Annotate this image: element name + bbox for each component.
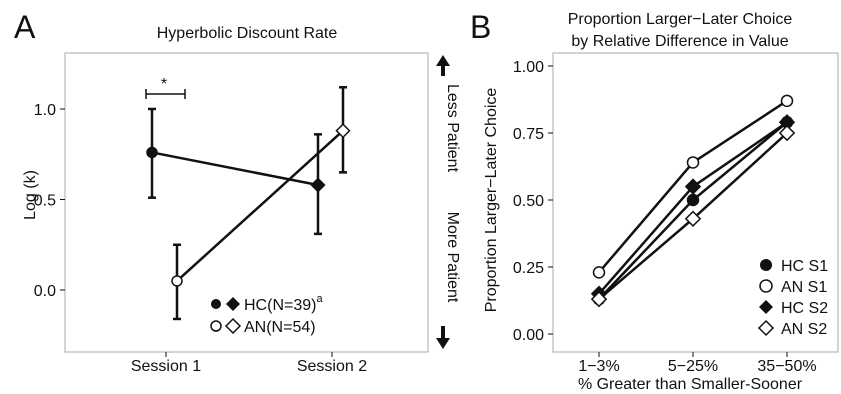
panel-b-data-point <box>592 266 606 279</box>
less-patient-label: Less Patient <box>444 84 461 173</box>
legend-hc-label: HC(N=39)a <box>244 293 323 314</box>
panel-a-data-point <box>310 177 326 193</box>
panel-a-plot-area <box>64 52 429 353</box>
less-patient-annotation: Less Patient <box>436 55 461 173</box>
legend-hc-s1-icon <box>760 259 772 271</box>
panel-b-data-point <box>778 124 796 142</box>
panel-b-legend: HC S1 AN S1 HC S2 AN S2 <box>757 258 828 338</box>
panel-b-data-point <box>686 193 700 207</box>
panel-a-y-axis-label: Log (k) <box>22 170 39 220</box>
panel-b-y-tick-label: 0.00 <box>513 327 544 344</box>
legend-an-s1-icon <box>759 279 773 293</box>
significance-star: * <box>161 76 167 93</box>
panel-b-x-tick-label: 1−3% <box>578 358 619 375</box>
panel-a-x-tick-label: Session 1 <box>131 358 201 375</box>
panel-b-plot-area <box>552 52 839 353</box>
panel-a-data-point <box>335 123 351 139</box>
more-patient-annotation: More Patient <box>436 212 461 349</box>
panel-a-y-tick-label: 0.5 <box>34 193 56 210</box>
panel-a-data-layer: 0.0 0.5 1.0 Session 1 Session 2 <box>34 86 367 375</box>
panel-a-data-point <box>146 146 158 159</box>
panel-b-x-axis-label: % Greater than Smaller-Sooner <box>578 376 803 393</box>
legend-hc-s1-label: HC S1 <box>781 258 828 275</box>
panel-b-data-point <box>684 210 702 227</box>
panel-b-x-tick-label: 35−50% <box>757 358 816 375</box>
legend-hc-s2-icon <box>759 300 773 314</box>
panel-a-data-point <box>171 275 183 287</box>
panel-a-series-line <box>176 129 344 282</box>
legend-hc-circle-icon <box>211 299 221 309</box>
down-arrow-icon <box>436 326 450 349</box>
panel-b-data-point <box>590 290 608 308</box>
more-patient-label: More Patient <box>444 212 461 303</box>
panel-a-letter: A <box>14 9 36 45</box>
legend-an-diamond-icon <box>224 317 242 335</box>
up-arrow-icon <box>436 55 450 76</box>
panel-b-y-tick-label: 0.50 <box>513 193 544 210</box>
panel-b-data-layer: 0.00 0.25 0.50 0.75 1.00 1−3% 5−25% 35−50% <box>513 59 817 375</box>
legend-hc-diamond-icon <box>226 297 240 311</box>
legend-an-circle-icon <box>210 320 222 332</box>
panel-b-data-point <box>686 156 700 169</box>
panel-b-data-point <box>780 94 794 108</box>
panel-a-y-tick-label: 1.0 <box>34 102 56 119</box>
panel-b-subtitle: by Relative Difference in Value <box>571 33 788 50</box>
legend-an-s2-icon <box>757 319 775 337</box>
panel-a-legend: HC(N=39)a AN(N=54) <box>210 293 323 336</box>
panel-a-series-line <box>151 151 319 187</box>
panel-b-y-tick-label: 0.25 <box>513 260 544 277</box>
panel-a-title: Hyperbolic Discount Rate <box>157 25 338 42</box>
panel-b-y-tick-label: 1.00 <box>513 59 544 76</box>
panel-b-data-point <box>684 178 702 195</box>
panel-b-letter: B <box>470 9 491 45</box>
panel-b-x-tick-label: 5−25% <box>668 358 718 375</box>
legend-an-label: AN(N=54) <box>244 319 316 336</box>
panel-b-y-axis-label: Proportion Larger−Later Choice <box>483 88 500 313</box>
legend-an-s1-label: AN S1 <box>781 279 827 296</box>
panel-b-y-tick-label: 0.75 <box>513 126 544 143</box>
legend-hc-s2-label: HC S2 <box>781 300 828 317</box>
panel-a-y-tick-label: 0.0 <box>34 283 56 300</box>
legend-an-s2-label: AN S2 <box>781 321 827 338</box>
panel-a-x-tick-label: Session 2 <box>297 358 367 375</box>
panel-b-title: Proportion Larger−Later Choice <box>568 11 793 28</box>
significance-bracket: * <box>145 76 186 99</box>
